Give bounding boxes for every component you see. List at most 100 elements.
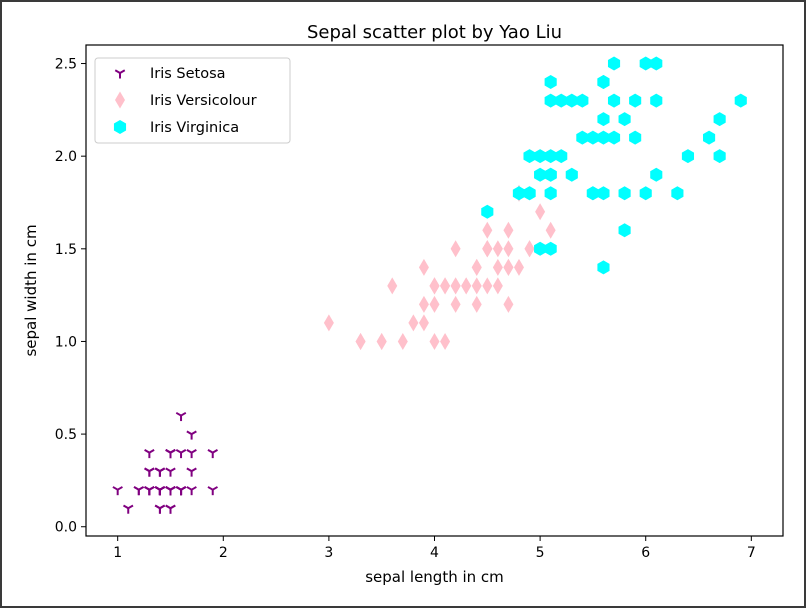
legend-marker (114, 69, 126, 79)
point-iris-setosa (144, 449, 155, 459)
y-tick-label: 1.0 (55, 334, 77, 350)
point-iris-versicolour (323, 314, 334, 332)
point-iris-versicolour (440, 277, 451, 295)
point-iris-setosa (154, 504, 166, 514)
point-iris-versicolour (492, 277, 503, 295)
point-iris-virginica (597, 130, 610, 145)
point-iris-versicolour (471, 258, 482, 276)
point-iris-versicolour (376, 332, 387, 350)
point-iris-virginica (607, 93, 621, 108)
legend-box (94, 57, 291, 144)
point-iris-setosa (207, 486, 218, 496)
y-tick-label: 1.5 (55, 242, 77, 258)
point-iris-setosa (154, 467, 166, 477)
x-tick-label: 4 (430, 545, 439, 561)
point-iris-virginica (544, 167, 557, 182)
point-iris-setosa (186, 486, 197, 496)
x-tick-label: 1 (113, 545, 122, 561)
point-iris-virginica (734, 93, 747, 108)
point-iris-versicolour (535, 203, 546, 221)
legend-marker (113, 120, 127, 134)
point-iris-virginica (576, 130, 589, 145)
point-iris-versicolour (355, 332, 366, 350)
point-iris-virginica (650, 93, 663, 108)
point-iris-versicolour (471, 295, 482, 313)
point-iris-versicolour (450, 277, 461, 295)
point-iris-versicolour (429, 277, 440, 295)
point-iris-versicolour (387, 277, 398, 295)
point-iris-versicolour (461, 277, 472, 295)
point-iris-versicolour (429, 332, 440, 350)
y-tick-label: 2.5 (55, 57, 77, 73)
point-iris-setosa (165, 504, 176, 514)
point-iris-virginica (565, 167, 578, 182)
point-iris-versicolour (482, 240, 493, 258)
point-iris-versicolour (482, 277, 493, 295)
point-iris-virginica (607, 130, 621, 145)
point-iris-versicolour (450, 295, 461, 313)
point-iris-setosa (165, 449, 176, 459)
point-iris-versicolour (503, 221, 514, 239)
point-iris-virginica (544, 93, 557, 108)
x-tick-label: 6 (641, 545, 650, 561)
legend-label: Iris Versicolour (150, 93, 257, 109)
point-iris-virginica (534, 241, 547, 256)
point-iris-setosa (165, 467, 176, 477)
point-iris-virginica (713, 149, 726, 164)
point-iris-setosa (186, 449, 197, 459)
x-tick-label: 5 (536, 545, 545, 561)
point-iris-virginica (523, 186, 536, 201)
point-iris-virginica (629, 130, 642, 145)
point-iris-virginica (597, 186, 610, 201)
point-iris-setosa (165, 486, 176, 496)
point-iris-virginica (534, 149, 547, 164)
point-iris-virginica (544, 75, 557, 90)
point-iris-virginica (523, 149, 536, 164)
point-iris-virginica (597, 75, 610, 90)
point-iris-versicolour (492, 240, 503, 258)
point-iris-versicolour (503, 240, 514, 258)
point-iris-virginica (565, 93, 578, 108)
axis-ticks: 1 2 3 4 5 6 7 0.0 0.5 1.0 1.5 2.0 2.5 (55, 57, 756, 561)
point-iris-virginica (607, 56, 621, 71)
y-tick-label: 2.0 (55, 149, 77, 165)
point-iris-setosa (133, 486, 145, 496)
point-iris-virginica (618, 186, 631, 201)
legend: Iris Setosa Iris Versicolour Iris Virginic… (94, 57, 291, 144)
point-iris-setosa (154, 486, 166, 496)
point-iris-setosa (175, 486, 187, 496)
point-iris-virginica (512, 186, 526, 201)
x-tick-label: 2 (219, 545, 228, 561)
point-iris-versicolour (503, 258, 514, 276)
point-iris-versicolour (545, 221, 556, 239)
point-iris-versicolour (482, 221, 493, 239)
point-iris-virginica (650, 167, 663, 182)
point-iris-versicolour (492, 258, 503, 276)
point-iris-virginica (597, 112, 610, 127)
point-iris-virginica (639, 56, 652, 71)
point-iris-virginica (681, 149, 695, 164)
point-iris-setosa (144, 467, 155, 477)
point-iris-virginica (576, 93, 589, 108)
plot-points (112, 56, 747, 514)
point-iris-versicolour (524, 240, 535, 258)
point-iris-virginica (586, 130, 599, 145)
point-iris-versicolour (471, 277, 482, 295)
legend-label: Iris Setosa (150, 66, 226, 82)
point-iris-versicolour (450, 240, 461, 258)
chart-title: Sepal scatter plot by Yao Liu (307, 22, 562, 43)
series-iris-versicolour (323, 184, 556, 350)
point-iris-setosa (207, 449, 218, 459)
point-iris-versicolour (418, 258, 429, 276)
point-iris-virginica (639, 186, 652, 201)
y-axis-label: sepal width in cm (22, 224, 40, 356)
point-iris-virginica (555, 93, 568, 108)
y-tick-label: 0.5 (55, 427, 77, 443)
point-iris-virginica (481, 204, 494, 219)
point-iris-virginica (650, 56, 663, 71)
y-tick-label: 0.0 (55, 520, 77, 536)
point-iris-virginica (544, 149, 557, 164)
point-iris-virginica (629, 93, 642, 108)
point-iris-virginica (586, 186, 599, 201)
point-iris-setosa (144, 486, 155, 496)
